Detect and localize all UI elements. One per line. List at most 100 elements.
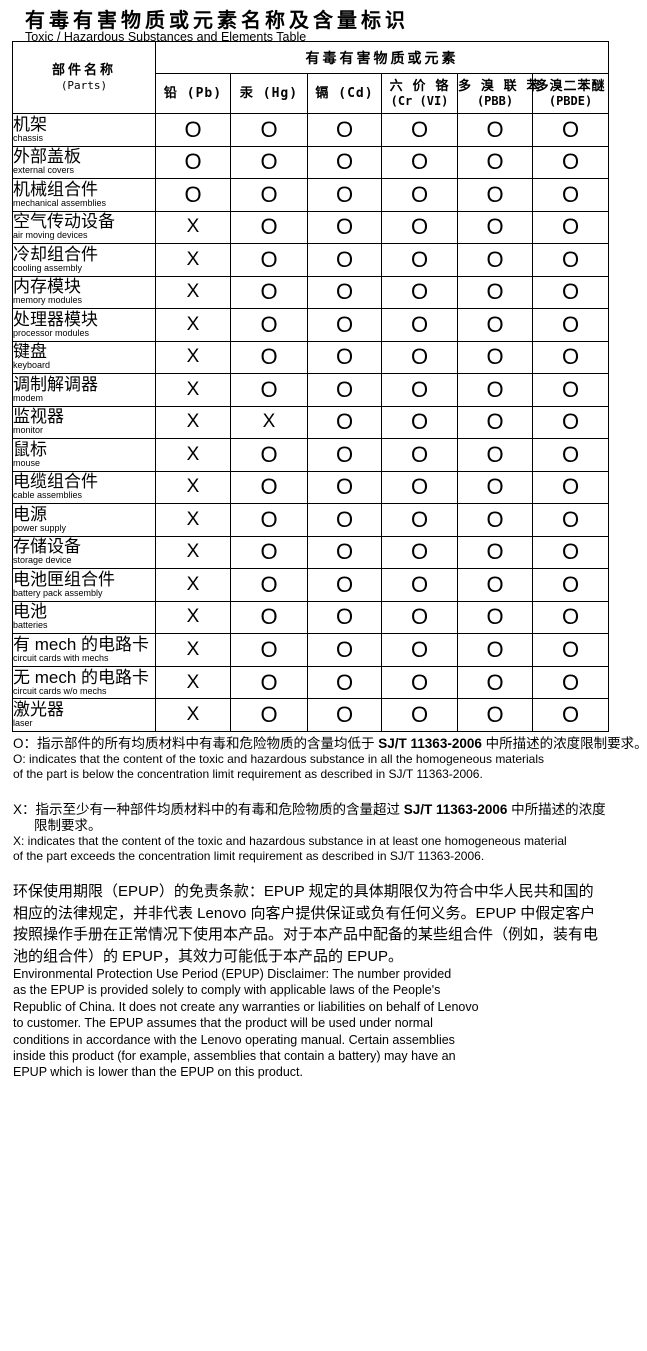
part-name-cell: 机架 chassis: [12, 113, 156, 147]
substance-value: O: [307, 438, 382, 472]
substance-value: O: [307, 275, 382, 310]
substance-value: O: [531, 665, 610, 700]
column-header-crvi: 六 价 铬 (Cr (VI): [381, 73, 458, 114]
substance-value: O: [381, 178, 458, 212]
substance-value: O: [381, 243, 458, 277]
part-name-cell: 键盘 keyboard: [12, 340, 156, 375]
part-name-cn: 监视器: [13, 407, 64, 427]
table-row: 电池匣组合件 battery pack assembly X O O O O O: [12, 568, 610, 602]
substance-value: O: [531, 470, 610, 505]
substance-value: X: [155, 275, 231, 310]
substance-value: O: [531, 308, 610, 342]
part-name-cell: 外部盖板 external covers: [12, 145, 156, 180]
legend-note-x-cn: X：指示至少有一种部件均质材料中的有毒和危险物质的含量超过 SJ/T 11363…: [13, 802, 606, 818]
substance-value: O: [381, 503, 458, 537]
column-header-line2: (PBDE): [548, 94, 593, 108]
part-name-cell: 监视器 monitor: [12, 405, 156, 440]
legend-note-o: O：指示部件的所有均质材料中有毒和危险物质的含量均低于 SJ/T 11363-2…: [13, 736, 647, 783]
substance-value: O: [457, 535, 533, 570]
column-header-hg: 汞 (Hg): [230, 73, 308, 114]
substance-value: O: [230, 535, 308, 570]
part-name-cn: 机械组合件: [13, 179, 98, 199]
part-name-cell: 电池 batteries: [12, 600, 156, 635]
page-subtitle: Toxic / Hazardous Substances and Element…: [25, 30, 307, 44]
legend-note-x-cn-prefix: X：指示至少有一种部件均质材料中的有毒和危险物质的含量超过: [13, 802, 404, 817]
substance-value: X: [155, 405, 231, 440]
substance-value: O: [457, 210, 533, 245]
part-name-cn: 机架: [13, 114, 47, 134]
substance-value: O: [230, 503, 308, 537]
part-name-cell: 冷却组合件 cooling assembly: [12, 243, 156, 277]
part-name-cell: 有 mech 的电路卡 circuit cards with mechs: [12, 633, 156, 667]
substance-value: O: [307, 340, 382, 375]
substance-value: O: [531, 503, 610, 537]
substance-value: O: [531, 438, 610, 472]
table-row: 处理器模块 processor modules X O O O O O: [12, 308, 610, 342]
substance-value: O: [531, 243, 610, 277]
part-name-cn: 电池: [13, 602, 47, 622]
part-name-en: storage device: [13, 555, 72, 566]
substance-value: O: [381, 698, 458, 732]
substance-value: O: [307, 568, 382, 602]
part-name-en: laser: [13, 718, 33, 729]
substance-value: O: [381, 308, 458, 342]
substance-value: X: [155, 308, 231, 342]
part-name-cell: 内存模块 memory modules: [12, 275, 156, 310]
substances-header-row: 部件名称 (Parts) 有毒有害物质或元素: [12, 41, 610, 114]
part-name-cell: 激光器 laser: [12, 698, 156, 732]
substance-value: O: [531, 698, 610, 732]
table-row: 监视器 monitor X X O O O O: [12, 405, 610, 440]
column-header-line2: (PBB): [476, 94, 514, 108]
part-name-en: keyboard: [13, 360, 51, 371]
substance-value: O: [155, 145, 231, 180]
substance-value: O: [307, 665, 382, 700]
substance-value: X: [155, 568, 231, 602]
substance-value: O: [457, 600, 533, 635]
column-header-cd: 镉 (Cd): [307, 73, 382, 114]
substance-value: O: [307, 503, 382, 537]
substance-value: O: [531, 535, 610, 570]
substance-value: O: [531, 405, 610, 440]
part-name-en: memory modules: [13, 295, 83, 306]
part-name-cn: 冷却组合件: [13, 244, 98, 264]
substance-value: O: [230, 113, 308, 147]
substance-value: O: [230, 178, 308, 212]
column-header-line1: 汞 (Hg): [239, 86, 299, 101]
substance-value: O: [230, 308, 308, 342]
part-name-cn: 激光器: [13, 700, 64, 720]
table-row: 外部盖板 external covers O O O O O O: [12, 145, 610, 180]
part-name-cn: 鼠标: [13, 439, 47, 459]
legend-note-x-cn-suffix: 中所描述的浓度: [507, 802, 606, 817]
table-row: 内存模块 memory modules X O O O O O: [12, 275, 610, 310]
part-name-en: circuit cards w/o mechs: [13, 685, 107, 696]
part-name-cn: 调制解调器: [13, 374, 98, 394]
part-name-cell: 电池匣组合件 battery pack assembly: [12, 568, 156, 602]
substance-value: O: [381, 568, 458, 602]
substance-value: O: [381, 535, 458, 570]
table-row: 电缆组合件 cable assemblies X O O O O O: [12, 470, 610, 505]
column-header-line1: 铅 (Pb): [163, 86, 223, 101]
substance-value: O: [457, 470, 533, 505]
table-row: 电源 power supply X O O O O O: [12, 503, 610, 537]
part-name-cn: 内存模块: [13, 277, 81, 297]
substance-value: O: [457, 178, 533, 212]
legend-note-o-en: O: indicates that the content of the tox…: [13, 752, 544, 782]
substance-value: O: [457, 698, 533, 732]
part-name-en: cooling assembly: [13, 262, 83, 273]
substance-value: O: [457, 373, 533, 407]
column-header-row: 铅 (Pb) 汞 (Hg) 镉 (Cd) 六 价 铬 (Cr (VI) 多 溴 联 苯 (P…: [13, 73, 610, 114]
substance-value: X: [155, 210, 231, 245]
part-name-cn: 键盘: [13, 342, 47, 362]
substance-value: X: [155, 470, 231, 505]
part-name-en: processor modules: [13, 327, 90, 338]
legend-note-o-cn-prefix: O：指示部件的所有均质材料中有毒和危险物质的含量均低于: [13, 736, 379, 751]
part-name-cell: 电源 power supply: [12, 503, 156, 537]
part-name-cn: 电源: [13, 504, 47, 524]
substance-value: O: [230, 210, 308, 245]
legend-note-o-standard-code: SJ/T 11363-2006: [378, 736, 482, 751]
substance-value: O: [307, 698, 382, 732]
substance-value: O: [457, 308, 533, 342]
substance-value: O: [457, 633, 533, 667]
substances-group-header: 有毒有害物质或元素: [154, 41, 610, 74]
substance-value: O: [381, 600, 458, 635]
